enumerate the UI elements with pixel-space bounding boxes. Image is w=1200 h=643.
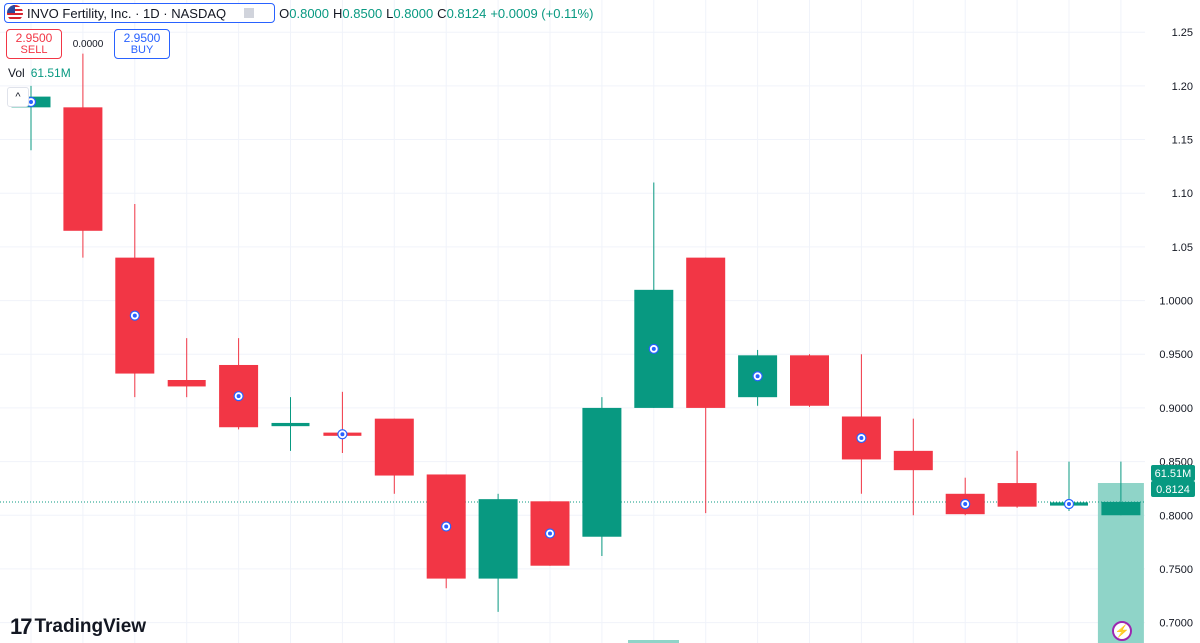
volume-bar: [628, 640, 679, 643]
tradingview-logo[interactable]: 17 TradingView: [10, 614, 146, 640]
grid-lines: [0, 0, 1145, 643]
buy-price: 2.9500: [123, 31, 161, 45]
event-marker-dot: [755, 374, 760, 379]
y-tick-label: 1.25: [1172, 27, 1193, 39]
tradingview-logo-icon: 17: [10, 614, 33, 639]
candle: [1101, 461, 1141, 516]
y-tick-label: 0.9500: [1159, 349, 1193, 361]
event-marker-dot: [340, 432, 345, 437]
candle: [738, 349, 778, 406]
candle: [374, 418, 414, 494]
trade-panel: 2.9500 SELL 0.0000 2.9500 BUY: [6, 29, 170, 59]
open-label: O: [279, 5, 290, 21]
price-badge: 0.8124: [1151, 481, 1195, 497]
y-tick-label: 0.7500: [1159, 564, 1193, 576]
candle: [893, 418, 933, 516]
spread-value: 0.0000: [72, 38, 104, 50]
candle: [167, 338, 206, 398]
flag-marker-icon[interactable]: [244, 8, 255, 18]
candle-body: [374, 418, 414, 476]
sell-button[interactable]: 2.9500 SELL: [6, 29, 62, 59]
event-marker-dot: [29, 99, 33, 104]
candle: [478, 493, 518, 612]
us-flag-icon: [7, 5, 23, 21]
candle: [426, 474, 466, 589]
candle: [530, 501, 570, 566]
brand-name: TradingView: [34, 616, 147, 637]
y-tick-label: 1.10: [1172, 188, 1193, 200]
event-marker-dot: [963, 501, 968, 506]
event-marker-dot: [132, 313, 137, 318]
y-tick-label: 1.0000: [1159, 296, 1193, 308]
low-value: 0.8000: [393, 5, 434, 21]
y-tick-label: 1.15: [1172, 135, 1193, 147]
y-tick-label: 1.05: [1172, 242, 1193, 254]
event-marker-dot: [236, 394, 241, 399]
candle: [945, 477, 985, 516]
candle-body: [63, 107, 103, 231]
symbol-selector[interactable]: INVO Fertility, Inc. · 1D · NASDAQ: [4, 3, 276, 23]
y-tick-label: 0.9000: [1159, 403, 1193, 415]
event-marker-dot: [444, 524, 449, 529]
candle: [271, 397, 310, 451]
candle: [634, 182, 674, 408]
candle-body: [167, 380, 206, 387]
close-label: C: [437, 5, 447, 21]
volume-label: Vol: [8, 66, 25, 80]
candle: [841, 354, 881, 494]
collapse-legend-button[interactable]: ^: [7, 87, 29, 107]
y-tick-label: 1.20: [1172, 81, 1193, 93]
candle: [997, 450, 1037, 508]
open-value: 0.8000: [289, 5, 330, 21]
candle-body: [997, 483, 1037, 507]
low-label: L: [386, 5, 394, 21]
candle-body: [1101, 501, 1141, 516]
volume-value: 61.51M: [30, 66, 71, 80]
candle: [1050, 461, 1088, 511]
change-value: +0.0009 (+0.11%): [490, 5, 594, 21]
svg-text:61.51M: 61.51M: [1155, 468, 1192, 480]
buy-button[interactable]: 2.9500 BUY: [114, 29, 170, 59]
event-marker-dot: [1067, 501, 1071, 506]
candle: [582, 397, 622, 557]
candle-body: [893, 450, 933, 471]
svg-text:0.8124: 0.8124: [1156, 484, 1190, 496]
candle: [115, 203, 155, 398]
event-marker-dot: [548, 531, 552, 536]
candle: [686, 257, 726, 514]
candle: [219, 338, 259, 430]
buy-label: BUY: [130, 44, 154, 56]
symbol-title: INVO Fertility, Inc. · 1D · NASDAQ: [27, 5, 227, 21]
candle: [790, 354, 829, 407]
symbol-legend: INVO Fertility, Inc. · 1D · NASDAQ O 0.80…: [4, 3, 593, 23]
candle: [323, 391, 362, 453]
price-axis: 1.25 1.20 1.15 1.10 1.05 1.0000 0.9500 0.9000 0.…: [1159, 27, 1193, 629]
flash-icon[interactable]: ⚡: [1112, 621, 1132, 641]
y-tick-label: 0.8000: [1159, 510, 1193, 522]
sell-label: SELL: [20, 44, 48, 56]
volume-badge: 61.51M: [1151, 465, 1195, 481]
candle-body: [478, 499, 518, 579]
high-value: 0.8500: [342, 5, 383, 21]
event-marker-dot: [859, 435, 864, 440]
event-marker-dot: [651, 346, 656, 351]
candles: [11, 53, 1141, 612]
volume-legend: Vol 61.51M: [8, 66, 71, 80]
candle-body: [582, 407, 622, 537]
y-tick-label: 0.7000: [1159, 618, 1193, 630]
candle-body: [686, 257, 726, 408]
candle: [63, 53, 103, 258]
close-value: 0.8124: [446, 5, 487, 21]
sell-price: 2.9500: [15, 31, 53, 45]
candle-body: [271, 422, 310, 427]
ohlc-values: O 0.8000 H 0.8500 L 0.8000 C 0.8124 +0.0009 …: [275, 6, 593, 21]
high-label: H: [333, 5, 343, 21]
candle-body: [790, 355, 829, 406]
